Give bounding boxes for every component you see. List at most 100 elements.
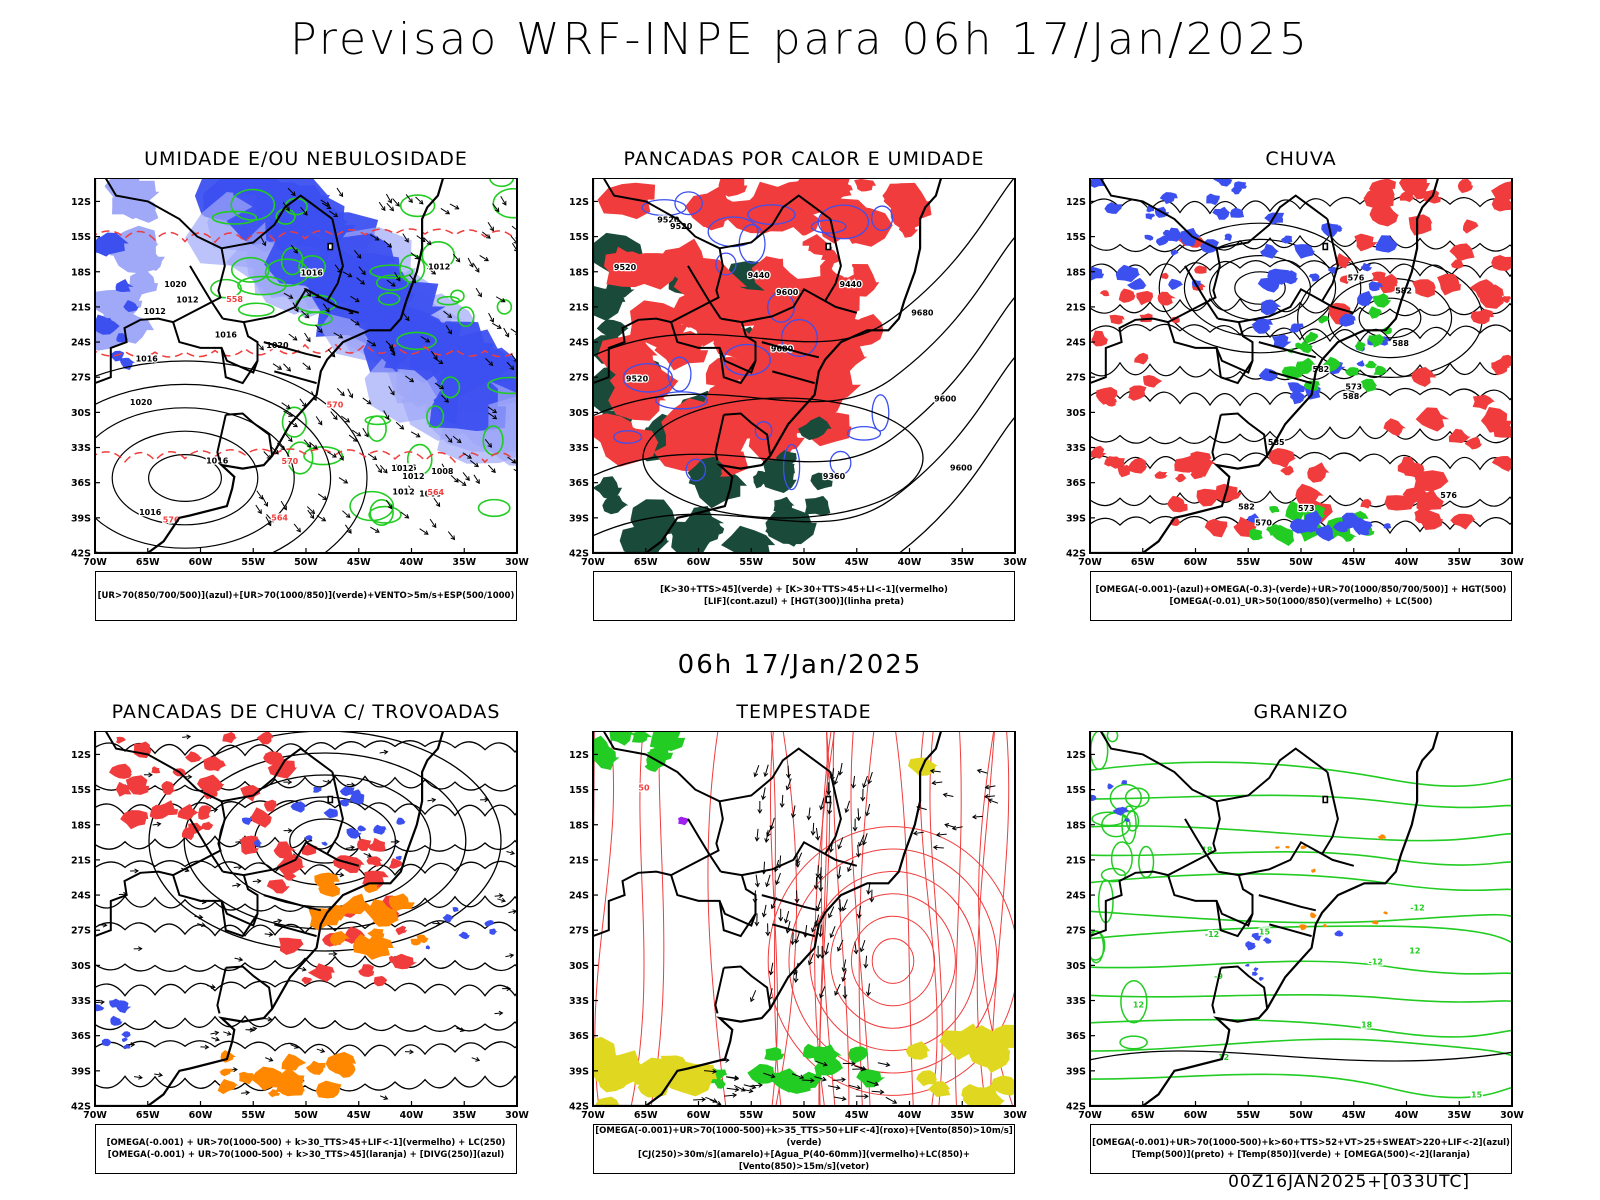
wind-vector	[287, 437, 293, 443]
humidity-1000-850-contour	[366, 415, 387, 442]
omega-500-area	[1285, 845, 1290, 849]
wind-850-area	[856, 1069, 886, 1088]
rain-omega-area	[1397, 456, 1420, 474]
rain-omega-green-area	[1341, 531, 1357, 542]
streamline-850	[850, 731, 871, 1106]
wind-vector	[364, 432, 369, 438]
lat-tick-label: 24S	[1066, 891, 1086, 902]
rain-omega-blue-area	[1383, 523, 1392, 529]
wind-vector	[258, 494, 264, 500]
streamline-arrow	[346, 783, 355, 786]
thunder-lif-area	[161, 783, 177, 795]
wind-vector	[374, 528, 380, 533]
rain-omega-blue-area	[1308, 273, 1320, 282]
lat-tick-label: 21S	[569, 855, 589, 866]
rain-omega-blue-area	[1115, 264, 1141, 283]
wind-vector	[461, 481, 467, 486]
pressure-isobar	[95, 407, 295, 549]
thunder-lif-area	[392, 953, 418, 970]
wind-vector	[479, 254, 489, 262]
lon-tick-label: 40W	[400, 1110, 424, 1121]
wind-vector-850	[726, 1076, 739, 1080]
wind-850-area	[646, 744, 674, 761]
wind-vector-850	[861, 1066, 867, 1071]
instability-k-tts-area	[773, 496, 795, 512]
wind-vector-850	[774, 859, 780, 872]
wind-vector-850	[734, 1075, 739, 1081]
state-border	[1269, 923, 1312, 938]
wind-vector	[306, 443, 312, 448]
rain-omega-green-area	[1323, 356, 1341, 372]
streamline-arrow	[506, 986, 512, 992]
wind-vector-850	[709, 1099, 721, 1105]
rain-omega-area	[1493, 423, 1512, 438]
coastline	[593, 731, 943, 1106]
wind-vector	[433, 357, 443, 364]
divergence-area	[373, 824, 387, 835]
instability-li-area	[804, 270, 865, 319]
state-border	[602, 178, 757, 374]
isobar-label: 1016	[394, 463, 417, 472]
rain-omega-area	[1464, 436, 1483, 450]
weather-map-panel: 58258858257658858557657358257057312S15S1…	[1066, 178, 1524, 568]
wind-vector-850	[841, 967, 847, 973]
rain-omega-blue-area	[1144, 234, 1154, 241]
wind-vector	[315, 324, 323, 333]
legend-line: [OMEGA(-0.001)-(azul)+OMEGA(-0.3)-(verde…	[1095, 585, 1507, 595]
rain-omega-area	[1339, 275, 1352, 285]
rain-omega-area	[1375, 205, 1399, 226]
wind-vector-850	[693, 1098, 706, 1101]
divergence-area	[442, 914, 454, 923]
omega-500-area	[1300, 845, 1307, 849]
wind-vector-850	[770, 1073, 776, 1079]
rain-omega-area	[1090, 445, 1107, 459]
rain-omega-blue-area	[1360, 262, 1372, 272]
omega-500-area	[1311, 868, 1316, 873]
wind-vector	[484, 438, 492, 448]
wind-vector	[377, 468, 383, 474]
wind-vector	[447, 438, 453, 443]
rain-omega-blue-area	[1289, 518, 1310, 534]
hgt500-label: 573	[1345, 383, 1362, 392]
wind-vector	[342, 510, 351, 518]
wind-vector	[492, 414, 498, 420]
wind-vector	[280, 445, 286, 451]
divergence-area	[425, 945, 430, 950]
streamline-arrow	[294, 1044, 299, 1049]
wind-850-area	[593, 746, 620, 770]
instability-li-area	[705, 356, 749, 388]
wind-vector	[342, 271, 352, 278]
streamline-arrow	[248, 1027, 257, 1031]
wind-vector	[387, 243, 393, 248]
panel-legend: [OMEGA(-0.001)+UR>70(1000-500)+k>60+TTS>…	[1090, 1124, 1512, 1174]
wind-vector-850	[749, 997, 755, 1003]
wind-vector-850	[756, 828, 759, 841]
wind-vector	[475, 479, 480, 485]
state-border	[719, 194, 831, 250]
lat-tick-label: 39S	[1066, 1066, 1086, 1077]
lat-tick-label: 12S	[71, 197, 91, 208]
wind-vector	[491, 468, 496, 474]
instability-li-area	[898, 221, 919, 238]
streamline-arrow	[130, 1042, 136, 1048]
map-field-layer: 1012101210161016100810121016101610201016…	[95, 178, 517, 553]
wind-vector-850	[790, 940, 796, 946]
wind-vector	[352, 437, 358, 442]
divergence-area	[452, 907, 459, 913]
wind-vector	[345, 513, 351, 519]
wind-vector	[492, 322, 502, 329]
wind-vector	[301, 310, 310, 319]
rain-omega-area	[1161, 272, 1169, 280]
thickness-label: 564	[427, 488, 444, 497]
wind-vector	[325, 201, 330, 206]
wind-vector	[409, 377, 415, 383]
wind-vector-850	[866, 803, 871, 816]
wind-vector-850	[944, 824, 955, 828]
temp850-contour	[1119, 1035, 1148, 1050]
wind-vector	[338, 334, 344, 339]
streamline-arrow	[508, 910, 517, 914]
wind-vector-850	[885, 1096, 897, 1104]
rain-omega-area	[1369, 178, 1396, 199]
map-field-layer: 9600968096809600952095209520944093609520…	[593, 178, 1015, 553]
wind-vector	[302, 362, 311, 370]
